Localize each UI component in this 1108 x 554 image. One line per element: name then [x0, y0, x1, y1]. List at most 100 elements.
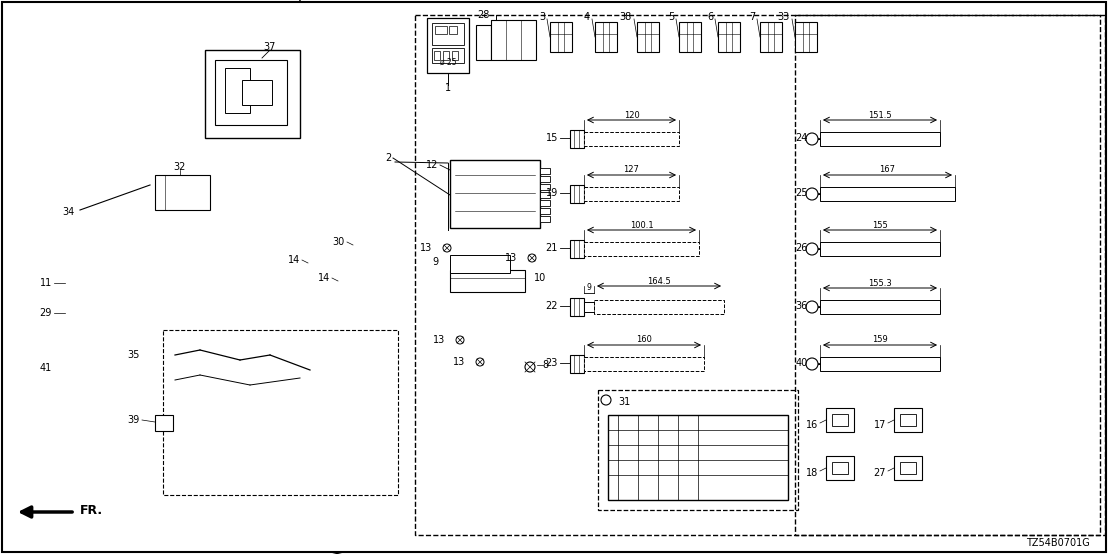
Text: 29: 29 [40, 308, 52, 318]
Circle shape [806, 133, 818, 145]
Bar [820, 132, 940, 146]
Text: 38: 38 [619, 12, 632, 22]
Circle shape [337, 278, 347, 288]
Circle shape [79, 281, 88, 289]
Circle shape [806, 188, 818, 200]
Text: 15: 15 [545, 133, 558, 143]
Text: 7: 7 [749, 12, 755, 22]
Bar [550, 22, 572, 52]
Text: 151.5: 151.5 [869, 110, 892, 120]
Text: 167: 167 [880, 166, 895, 175]
Text: 11: 11 [40, 278, 52, 288]
Circle shape [443, 244, 451, 252]
Bar [796, 22, 817, 52]
Bar [832, 414, 848, 426]
Circle shape [529, 254, 536, 262]
Text: 3: 3 [538, 12, 545, 22]
Circle shape [525, 362, 535, 372]
Text: 25: 25 [796, 188, 808, 198]
Text: 4: 4 [584, 12, 589, 22]
Bar [540, 176, 550, 182]
Text: 9: 9 [432, 257, 438, 267]
Text: 28: 28 [476, 10, 490, 20]
Bar [637, 22, 659, 52]
Text: 24: 24 [796, 133, 808, 143]
Text: 41: 41 [40, 363, 52, 373]
Text: 27: 27 [873, 468, 886, 478]
Bar [163, 330, 398, 495]
Bar [205, 50, 300, 138]
Text: 8: 8 [542, 360, 548, 370]
Bar [540, 192, 550, 198]
Circle shape [806, 358, 818, 370]
Bar [450, 160, 540, 228]
Text: 164.5: 164.5 [647, 276, 670, 285]
Bar [900, 462, 916, 474]
Text: 30: 30 [332, 237, 345, 247]
Bar [540, 168, 550, 174]
Text: 33: 33 [778, 12, 790, 22]
Bar [242, 80, 271, 105]
Bar [155, 175, 211, 210]
Text: 19: 19 [546, 188, 558, 198]
Bar [427, 18, 469, 73]
Bar [900, 414, 916, 426]
Bar [435, 26, 447, 34]
Bar [796, 15, 1100, 535]
Text: TZ54B0701G: TZ54B0701G [1026, 538, 1090, 548]
Bar [570, 185, 584, 203]
Bar [449, 26, 456, 34]
Circle shape [476, 358, 484, 366]
Circle shape [71, 276, 79, 284]
Circle shape [88, 286, 95, 294]
Circle shape [352, 242, 362, 252]
Bar [894, 456, 922, 480]
Bar [215, 60, 287, 125]
Bar [584, 132, 679, 146]
Bar [540, 200, 550, 206]
Text: 18: 18 [806, 468, 818, 478]
Text: 37: 37 [264, 42, 276, 52]
Bar [718, 22, 740, 52]
Bar [894, 408, 922, 432]
Bar [584, 302, 594, 312]
Bar [432, 23, 464, 45]
Circle shape [307, 260, 317, 270]
Text: 5: 5 [668, 12, 674, 22]
Text: 6: 6 [707, 12, 714, 22]
Text: 14: 14 [288, 255, 300, 265]
Text: 22: 22 [545, 301, 558, 311]
Text: ø 25: ø 25 [440, 58, 456, 66]
Bar [825, 408, 854, 432]
Bar [491, 20, 536, 60]
Text: 13: 13 [505, 253, 517, 263]
Bar [760, 22, 782, 52]
Text: 1: 1 [445, 83, 451, 93]
Text: 120: 120 [624, 110, 639, 120]
Text: 13: 13 [433, 335, 445, 345]
Circle shape [65, 306, 79, 320]
Bar [598, 390, 798, 510]
Bar [450, 270, 525, 292]
Text: 16: 16 [806, 420, 818, 430]
Bar [570, 240, 584, 258]
Text: 13: 13 [453, 357, 465, 367]
Text: 12: 12 [425, 160, 438, 170]
Bar [832, 462, 848, 474]
Bar [432, 48, 464, 63]
Bar [450, 255, 510, 273]
Bar [476, 25, 491, 60]
Bar [570, 355, 584, 373]
Bar [225, 68, 250, 113]
Text: 9: 9 [586, 284, 592, 293]
Bar [820, 242, 940, 256]
Bar [608, 415, 788, 500]
Bar [155, 415, 173, 431]
Text: 32: 32 [174, 162, 186, 172]
Circle shape [148, 352, 161, 364]
Bar [540, 184, 550, 190]
Text: 127: 127 [624, 166, 639, 175]
Text: 35: 35 [127, 350, 140, 360]
Bar [452, 51, 458, 60]
Text: 21: 21 [545, 243, 558, 253]
